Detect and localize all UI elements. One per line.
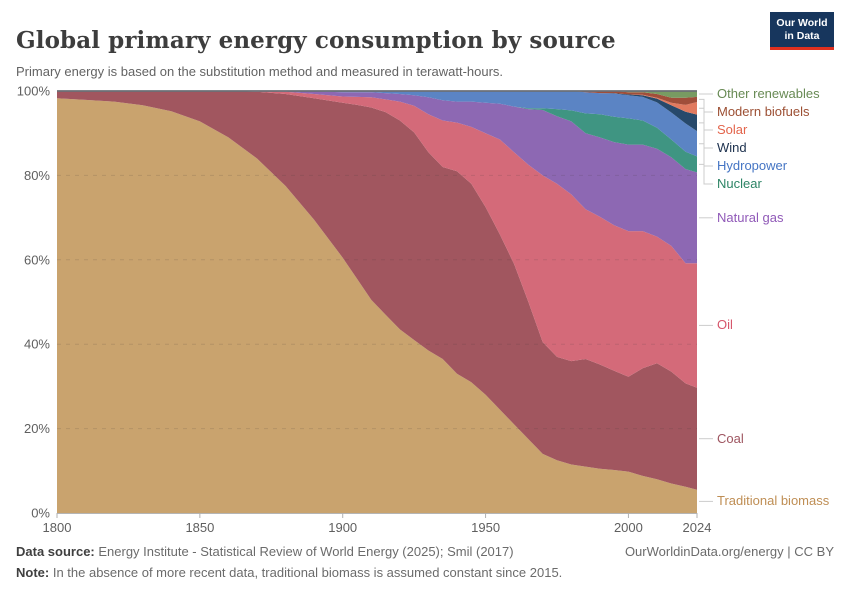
chart-footer: Data source: Energy Institute - Statisti…: [16, 544, 834, 581]
x-tick-label-2024: 2024: [683, 520, 712, 535]
legend-connector-modern-biofuels: [699, 98, 713, 113]
y-tick-label-20: 20%: [24, 421, 50, 436]
area-traditional-biomass[interactable]: [57, 98, 697, 513]
y-tick-label-40: 40%: [24, 337, 50, 352]
legend-connector-nuclear: [699, 163, 713, 185]
legend-item-coal[interactable]: Coal: [717, 430, 744, 446]
legend-item-wind[interactable]: Wind: [717, 139, 747, 155]
x-tick-label-1950: 1950: [471, 520, 500, 535]
y-tick-label-60: 60%: [24, 252, 50, 267]
owid-logo[interactable]: Our World in Data: [770, 12, 834, 50]
owid-energy-link[interactable]: OurWorldinData.org/energy | CC BY: [624, 544, 834, 559]
data-source-text: Data source: Energy Institute - Statisti…: [16, 544, 514, 559]
chart-subtitle: Primary energy is based on the substitut…: [16, 64, 504, 79]
area-natural-gas[interactable]: [57, 91, 697, 264]
data-source-label: Data source:: [16, 544, 95, 559]
owid-logo-line2: in Data: [784, 30, 820, 42]
x-tick-label-1850: 1850: [185, 520, 214, 535]
legend-item-oil[interactable]: Oil: [717, 317, 733, 333]
stacked-area-plot[interactable]: 1800 1850 1900 1950 2000 2024 0% 20% 40% 60% 80% 10…: [0, 85, 850, 545]
legend-item-hydropower[interactable]: Hydropower: [717, 157, 788, 173]
x-tick-label-1900: 1900: [328, 520, 357, 535]
area-oil[interactable]: [57, 91, 697, 388]
legend-item-modern-biofuels[interactable]: Modern biofuels: [717, 103, 810, 119]
legend-item-solar[interactable]: Solar: [717, 121, 748, 137]
area-wind[interactable]: [57, 91, 697, 132]
legend-connector-solar: [699, 107, 713, 131]
owid-logo-line1: Our World: [776, 17, 828, 29]
y-tick-label-80: 80%: [24, 168, 50, 183]
legend-item-other-renewables[interactable]: Other renewables: [717, 85, 820, 101]
legend-connector-hydropower: [699, 143, 713, 167]
y-tick-label-0: 0%: [31, 506, 50, 521]
legend-item-traditional-biomass[interactable]: Traditional biomass: [717, 493, 830, 509]
legend-item-nuclear[interactable]: Nuclear: [717, 175, 762, 191]
area-coal[interactable]: [57, 91, 697, 490]
legend-connector-wind: [699, 122, 713, 149]
y-tick-label-100: 100%: [17, 85, 51, 99]
area-modern-biofuels[interactable]: [57, 91, 697, 105]
chart-note: Note: In the absence of more recent data…: [16, 565, 563, 580]
legend-item-natural-gas[interactable]: Natural gas: [717, 209, 784, 225]
page-title: Global primary energy consumption by sou…: [16, 27, 616, 55]
note-label: Note:: [16, 565, 50, 580]
area-hydropower[interactable]: [57, 91, 697, 157]
x-tick-label-1800: 1800: [43, 520, 72, 535]
x-tick-label-2000: 2000: [614, 520, 643, 535]
